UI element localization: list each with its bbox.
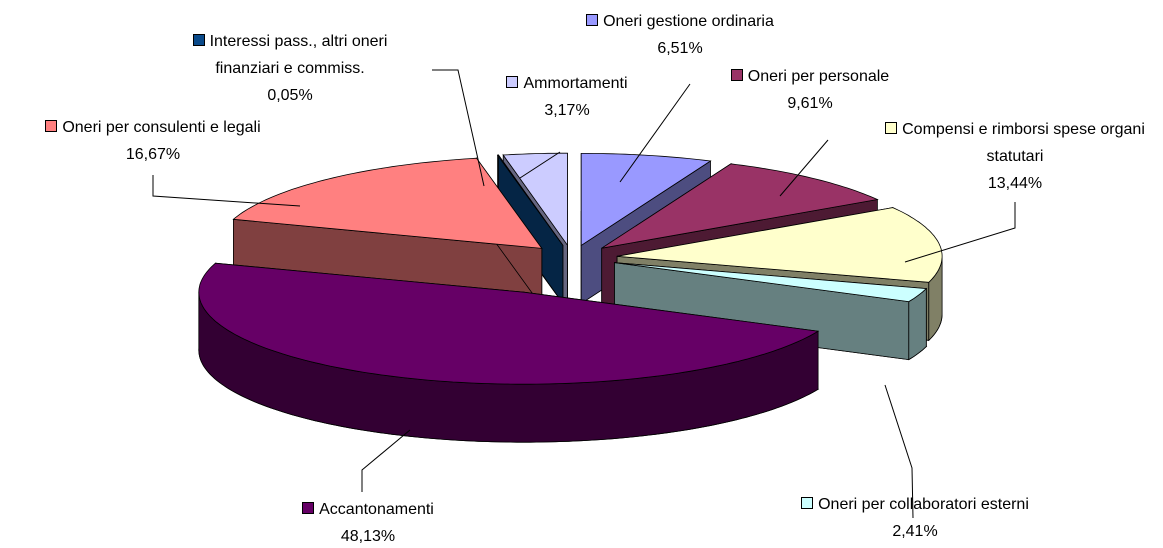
slice-name: Interessi pass., altri oneri finanziari … — [209, 33, 388, 77]
slice-value: 6,51% — [657, 40, 703, 57]
slice — [614, 262, 928, 303]
slice-label: Oneri per personale 9,61% — [700, 63, 920, 117]
slice-name: Compensi e rimborsi spese organi statuta… — [902, 121, 1145, 165]
slice-name: Ammortamenti — [523, 75, 628, 92]
legend-key — [45, 120, 58, 132]
legend-key — [506, 76, 519, 88]
slice — [198, 262, 820, 385]
leader-line — [152, 175, 301, 207]
slice-name: Oneri per personale — [747, 68, 890, 85]
slice-label: Ammortamenti 3,17% — [477, 70, 657, 124]
slice-label: Accantonamenti 48,13% — [253, 496, 483, 548]
slice-value: 16,67% — [125, 146, 181, 163]
leader-line — [619, 83, 691, 183]
slice-value: 9,61% — [787, 95, 833, 112]
slice-name: Accantonamenti — [319, 501, 434, 518]
slice-label: Compensi e rimborsi spese organi statuta… — [875, 116, 1155, 197]
slice-label: Oneri per collaboratori esterni 2,41% — [745, 491, 1085, 545]
slice-name: Oneri per collaboratori esterni — [818, 496, 1029, 513]
slice — [580, 153, 712, 247]
slice-value: 2,41% — [892, 523, 938, 540]
legend-key — [192, 34, 205, 46]
legend-key — [302, 502, 315, 514]
slice — [601, 163, 879, 249]
legend-key — [586, 14, 599, 26]
slice — [496, 154, 564, 246]
leader-line — [779, 139, 829, 197]
slice — [502, 152, 568, 247]
slice-name: Oneri gestione ordinaria — [603, 13, 774, 30]
slice-name: Oneri per consulenti e legali — [62, 119, 261, 136]
slice-label: Oneri gestione ordinaria 6,51% — [550, 8, 810, 62]
legend-key — [801, 497, 814, 509]
leader-line — [519, 151, 561, 179]
slice — [617, 207, 943, 283]
leader-line — [361, 429, 411, 492]
legend-key — [730, 69, 743, 81]
leader-line — [904, 202, 1016, 263]
leader-line — [432, 69, 485, 187]
slice-label: Oneri per consulenti e legali 16,67% — [3, 114, 303, 168]
slice-value: 48,13% — [340, 528, 396, 545]
slice — [232, 157, 543, 249]
leader-line — [884, 384, 914, 519]
slice-value: 13,44% — [987, 175, 1043, 192]
slice-value: 3,17% — [544, 102, 590, 119]
slice-label: Interessi pass., altri oneri finanziari … — [165, 28, 415, 109]
slice-value: 0,05% — [267, 87, 313, 104]
legend-key — [885, 122, 898, 134]
